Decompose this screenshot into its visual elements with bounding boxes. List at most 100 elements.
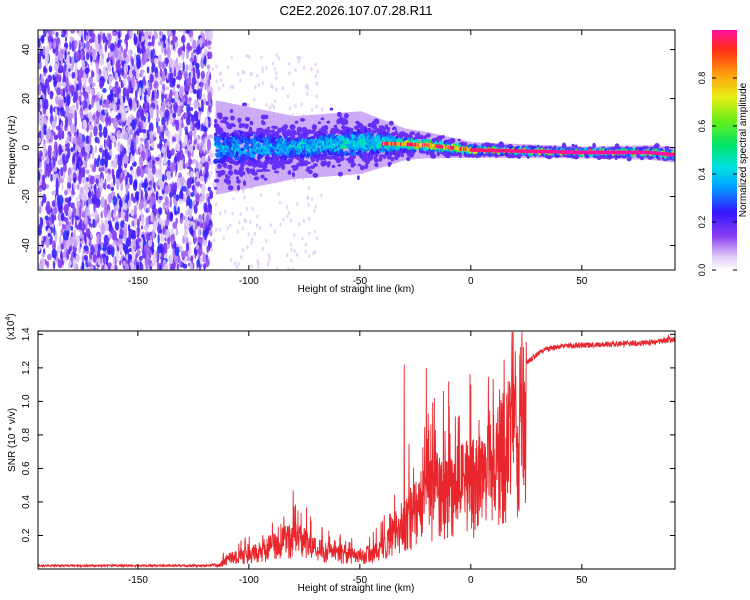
heatmap-cell xyxy=(302,65,306,70)
heatmap-cell xyxy=(65,139,68,145)
heatmap-cell xyxy=(206,30,209,39)
heatmap-cell xyxy=(306,161,311,165)
heatmap-cell xyxy=(135,135,139,145)
heatmap-cell xyxy=(273,229,276,234)
heatmap-cell xyxy=(81,176,87,183)
heatmap-cell xyxy=(170,238,174,245)
heatmap-cell xyxy=(261,246,265,251)
heatmap-cell xyxy=(294,120,299,124)
heatmap-cell xyxy=(72,229,77,241)
heatmap-cell xyxy=(108,51,113,58)
heatmap-cell xyxy=(159,245,164,254)
heatmap-cell xyxy=(314,204,317,209)
heatmap-cell xyxy=(43,217,46,229)
heatmap-cell xyxy=(203,202,208,213)
heatmap-cell xyxy=(74,109,77,120)
heatmap-cell xyxy=(105,99,110,105)
heatmap-cell xyxy=(127,236,130,248)
heatmap-cell xyxy=(96,187,101,199)
heatmap-cell xyxy=(100,196,105,209)
heatmap-cell xyxy=(109,182,114,186)
heatmap-cell xyxy=(284,160,287,164)
heatmap-cell xyxy=(209,150,213,160)
heatmap-cell xyxy=(206,245,209,254)
heatmap-cell xyxy=(91,48,95,58)
heatmap-cell xyxy=(260,55,263,60)
heatmap-cell xyxy=(102,32,106,44)
heatmap-cell xyxy=(124,213,129,222)
heatmap-cell xyxy=(119,155,123,167)
heatmap-cell xyxy=(315,81,318,86)
heatmap-cell xyxy=(212,153,215,158)
heatmap-cell xyxy=(169,57,173,66)
heatmap-cell xyxy=(161,71,166,82)
heatmap-cell xyxy=(208,134,214,139)
heatmap-cell xyxy=(135,129,140,136)
heatmap-cell xyxy=(148,190,152,198)
heatmap-cell xyxy=(42,55,45,60)
heatmap-cell xyxy=(114,80,119,89)
heatmap-cell xyxy=(241,248,245,253)
heatmap-cell xyxy=(81,101,85,106)
heatmap-cell xyxy=(140,189,143,201)
heatmap-cell xyxy=(149,73,154,83)
heatmap-cell xyxy=(98,167,103,173)
heatmap-cell xyxy=(230,84,233,89)
heatmap-cell xyxy=(145,112,149,119)
heatmap-cell xyxy=(173,102,178,114)
heatmap-cell xyxy=(125,106,131,112)
heatmap-cell xyxy=(58,220,62,227)
heatmap-cell xyxy=(161,189,165,195)
heatmap-cell xyxy=(192,221,196,231)
heatmap-cell xyxy=(152,164,156,175)
heatmap-cell xyxy=(42,45,46,57)
heatmap-cell xyxy=(286,94,290,99)
heatmap-cell xyxy=(110,186,115,192)
heatmap-cell xyxy=(277,191,280,196)
heatmap-cell xyxy=(199,175,205,183)
heatmap-cell xyxy=(203,263,207,270)
heatmap-cell xyxy=(206,64,211,70)
heatmap-cell xyxy=(198,245,203,257)
heatmap-cell xyxy=(249,72,252,77)
heatmap-cell xyxy=(169,197,172,208)
heatmap-cell xyxy=(226,179,231,185)
heatmap-cell xyxy=(183,228,188,239)
heatmap-cell xyxy=(131,69,136,76)
heatmap-cell xyxy=(317,121,321,124)
heatmap-cell xyxy=(135,242,139,251)
heatmap-cell xyxy=(75,39,78,49)
heatmap-cell xyxy=(250,264,254,269)
heatmap-cell xyxy=(186,30,190,35)
heatmap-cell xyxy=(315,104,318,109)
heatmap-cell xyxy=(70,252,74,263)
heatmap-cell xyxy=(134,102,137,109)
heatmap-cell xyxy=(81,37,84,43)
heatmap-cell xyxy=(272,126,279,129)
heatmap-cell xyxy=(172,35,178,43)
heatmap-cell xyxy=(59,235,62,247)
heatmap-cell xyxy=(147,41,153,47)
heatmap-cell xyxy=(419,134,424,139)
heatmap-cell xyxy=(110,162,114,167)
heatmap-cell xyxy=(77,54,82,61)
heatmap-cell xyxy=(62,153,66,163)
heatmap-cell xyxy=(277,56,281,61)
heatmap-cell xyxy=(202,230,205,237)
heatmap-cell xyxy=(281,86,285,91)
heatmap-cell xyxy=(347,169,352,172)
heatmap-cell xyxy=(174,247,180,256)
heatmap-cell xyxy=(158,59,162,70)
heatmap-cell xyxy=(288,159,293,163)
heatmap-cell xyxy=(312,163,318,167)
heatmap-cell xyxy=(182,61,185,73)
heatmap-cell xyxy=(261,121,266,126)
heatmap-cell xyxy=(286,253,289,258)
heatmap-cell xyxy=(140,120,144,131)
heatmap-cell xyxy=(53,77,57,88)
heatmap-cell xyxy=(70,30,76,34)
heatmap-cell xyxy=(85,135,90,145)
heatmap-cell xyxy=(269,223,273,228)
heatmap-cell xyxy=(112,31,117,37)
heatmap-cell xyxy=(157,75,161,81)
